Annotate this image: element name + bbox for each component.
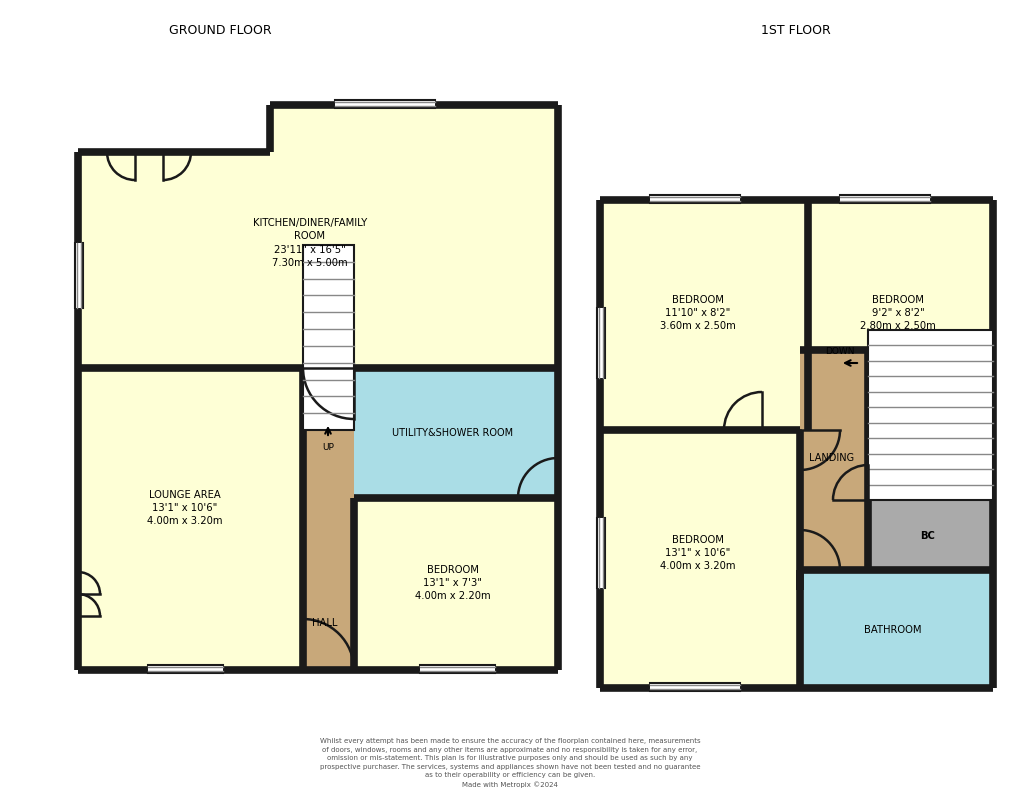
Bar (596, 308, 604, 378)
Bar (354, 368, 557, 498)
Bar (596, 518, 604, 588)
Text: BEDROOM
11'10" x 8'2"
3.60m x 2.50m: BEDROOM 11'10" x 8'2" 3.60m x 2.50m (659, 295, 735, 331)
Bar (303, 245, 354, 430)
Text: BC: BC (920, 531, 934, 541)
Bar (420, 665, 494, 673)
Bar (148, 665, 223, 673)
Text: DOWN: DOWN (824, 347, 854, 356)
Bar (334, 100, 434, 108)
Bar (649, 195, 739, 203)
Text: 1ST FLOOR: 1ST FLOOR (760, 23, 830, 36)
Bar (799, 350, 869, 590)
Bar (77, 152, 557, 670)
Bar (799, 570, 993, 688)
Text: UP: UP (322, 443, 333, 452)
Bar (75, 243, 83, 308)
Text: BEDROOM
13'1" x 7'3"
4.00m x 2.20m: BEDROOM 13'1" x 7'3" 4.00m x 2.20m (415, 565, 490, 601)
Text: UTILITY&SHOWER ROOM: UTILITY&SHOWER ROOM (392, 428, 513, 438)
Text: BEDROOM
13'1" x 10'6"
4.00m x 3.20m: BEDROOM 13'1" x 10'6" 4.00m x 3.20m (659, 535, 735, 571)
Bar (599, 200, 993, 688)
Bar (303, 350, 354, 670)
Text: BATHROOM: BATHROOM (863, 625, 921, 635)
Text: BEDROOM
9'2" x 8'2"
2.80m x 2.50m: BEDROOM 9'2" x 8'2" 2.80m x 2.50m (859, 295, 935, 331)
Text: LOUNGE AREA
13'1" x 10'6"
4.00m x 3.20m: LOUNGE AREA 13'1" x 10'6" 4.00m x 3.20m (147, 490, 222, 526)
Text: GROUND FLOOR: GROUND FLOOR (168, 23, 271, 36)
Bar (270, 105, 557, 152)
Text: LANDING: LANDING (809, 453, 854, 463)
Bar (840, 195, 929, 203)
Bar (649, 683, 739, 691)
Text: KITCHEN/DINER/FAMILY
ROOM
23'11" x 16'5"
7.30m x 5.00m: KITCHEN/DINER/FAMILY ROOM 23'11" x 16'5"… (253, 218, 367, 267)
Bar (867, 330, 993, 500)
Text: Whilst every attempt has been made to ensure the accuracy of the floorplan conta: Whilst every attempt has been made to en… (319, 739, 700, 788)
Bar (867, 500, 993, 570)
Text: HALL: HALL (312, 618, 337, 628)
